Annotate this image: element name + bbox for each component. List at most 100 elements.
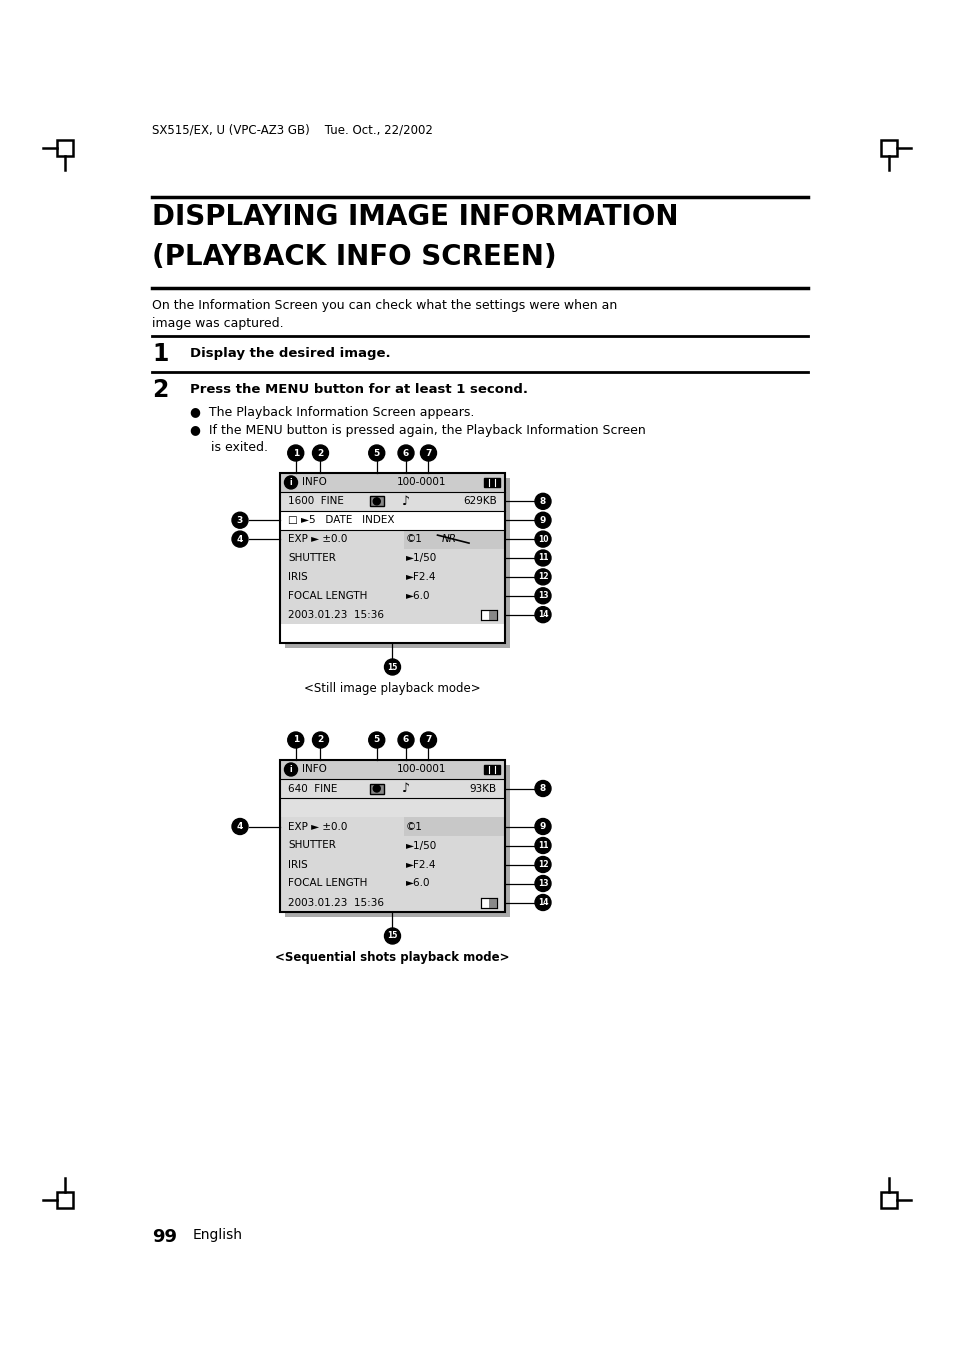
- Text: 99: 99: [152, 1228, 177, 1247]
- Text: 6: 6: [402, 449, 409, 457]
- Bar: [280, 473, 504, 644]
- Text: IRIS: IRIS: [288, 860, 308, 869]
- Text: 2003.01.23  15:36: 2003.01.23 15:36: [288, 610, 384, 619]
- Circle shape: [288, 445, 303, 461]
- Text: 93KB: 93KB: [470, 784, 497, 794]
- Bar: [280, 798, 504, 817]
- Text: 100-0001: 100-0001: [396, 764, 446, 775]
- Bar: [57, 141, 73, 155]
- Text: 2: 2: [317, 449, 323, 457]
- Text: □ ►5   DATE   INDEX: □ ►5 DATE INDEX: [288, 515, 395, 525]
- Circle shape: [313, 731, 328, 748]
- Circle shape: [284, 763, 297, 776]
- Bar: [880, 141, 896, 155]
- Text: FOCAL LENGTH: FOCAL LENGTH: [288, 591, 367, 600]
- Text: IRIS: IRIS: [288, 572, 308, 581]
- Text: English: English: [193, 1228, 243, 1242]
- Text: 1: 1: [293, 735, 298, 745]
- Circle shape: [397, 731, 414, 748]
- Circle shape: [284, 476, 297, 489]
- Circle shape: [384, 658, 400, 675]
- Text: 8: 8: [539, 496, 545, 506]
- Circle shape: [232, 818, 248, 834]
- Circle shape: [535, 780, 551, 796]
- Circle shape: [288, 731, 303, 748]
- Bar: [285, 479, 510, 648]
- Text: 10: 10: [537, 534, 548, 544]
- Text: ►1/50: ►1/50: [406, 841, 436, 850]
- Text: NR: NR: [441, 534, 456, 544]
- Text: 2003.01.23  15:36: 2003.01.23 15:36: [288, 898, 384, 907]
- Text: EXP ► ±0.0: EXP ► ±0.0: [288, 822, 347, 831]
- Text: EXP ► ±0.0: EXP ► ±0.0: [288, 534, 347, 544]
- Bar: [280, 760, 504, 913]
- Bar: [285, 765, 510, 917]
- Bar: [403, 530, 504, 549]
- Text: ♪: ♪: [401, 495, 410, 508]
- Bar: [489, 610, 497, 619]
- Bar: [483, 479, 499, 487]
- Bar: [483, 765, 499, 773]
- Bar: [280, 473, 504, 644]
- Text: 8: 8: [539, 784, 545, 794]
- Text: 7: 7: [425, 735, 432, 745]
- Circle shape: [420, 445, 436, 461]
- Circle shape: [535, 857, 551, 872]
- Circle shape: [232, 512, 248, 529]
- Text: 2: 2: [317, 735, 323, 745]
- Text: image was captured.: image was captured.: [152, 316, 283, 330]
- Text: ►6.0: ►6.0: [406, 591, 430, 600]
- Circle shape: [535, 531, 551, 548]
- Text: 15: 15: [387, 662, 397, 672]
- Text: 4: 4: [236, 822, 243, 831]
- Circle shape: [397, 445, 414, 461]
- Text: 12: 12: [537, 860, 548, 869]
- Text: i: i: [290, 479, 292, 487]
- Text: 6: 6: [402, 735, 409, 745]
- Circle shape: [535, 588, 551, 604]
- Circle shape: [535, 569, 551, 585]
- Circle shape: [420, 731, 436, 748]
- Text: 640  FINE: 640 FINE: [288, 784, 337, 794]
- Text: Press the MENU button for at least 1 second.: Press the MENU button for at least 1 sec…: [190, 383, 527, 396]
- Circle shape: [313, 445, 328, 461]
- Bar: [880, 1192, 896, 1207]
- Text: ►6.0: ►6.0: [406, 879, 430, 888]
- Circle shape: [535, 493, 551, 510]
- Text: 9: 9: [539, 822, 546, 831]
- Circle shape: [373, 786, 380, 792]
- Text: ►F2.4: ►F2.4: [406, 572, 436, 581]
- Text: INFO: INFO: [302, 477, 327, 488]
- Bar: [280, 779, 504, 798]
- Text: INFO: INFO: [302, 764, 327, 775]
- Text: 4: 4: [236, 534, 243, 544]
- Text: ●  The Playback Information Screen appears.: ● The Playback Information Screen appear…: [190, 406, 474, 419]
- Text: 13: 13: [537, 879, 548, 888]
- Text: <Still image playback mode>: <Still image playback mode>: [304, 681, 480, 695]
- Text: 1: 1: [293, 449, 298, 457]
- Bar: [57, 1192, 73, 1207]
- Circle shape: [535, 512, 551, 529]
- Text: ●  If the MENU button is pressed again, the Playback Information Screen: ● If the MENU button is pressed again, t…: [190, 425, 645, 437]
- Text: 1600  FINE: 1600 FINE: [288, 496, 343, 507]
- Text: 5: 5: [374, 735, 379, 745]
- Bar: [280, 511, 504, 530]
- Circle shape: [373, 498, 380, 504]
- Circle shape: [535, 607, 551, 623]
- Circle shape: [535, 876, 551, 891]
- Circle shape: [369, 731, 384, 748]
- Text: FOCAL LENGTH: FOCAL LENGTH: [288, 879, 367, 888]
- Circle shape: [535, 818, 551, 834]
- Circle shape: [232, 531, 248, 548]
- Text: 11: 11: [537, 553, 548, 562]
- Text: 11: 11: [537, 841, 548, 850]
- Text: ►F2.4: ►F2.4: [406, 860, 436, 869]
- Text: 12: 12: [537, 572, 548, 581]
- Text: is exited.: is exited.: [211, 441, 268, 454]
- Bar: [280, 530, 504, 625]
- Text: 13: 13: [537, 591, 548, 600]
- Circle shape: [535, 837, 551, 853]
- Text: SHUTTER: SHUTTER: [288, 553, 335, 562]
- Text: 14: 14: [537, 610, 548, 619]
- Text: ©1: ©1: [406, 534, 422, 544]
